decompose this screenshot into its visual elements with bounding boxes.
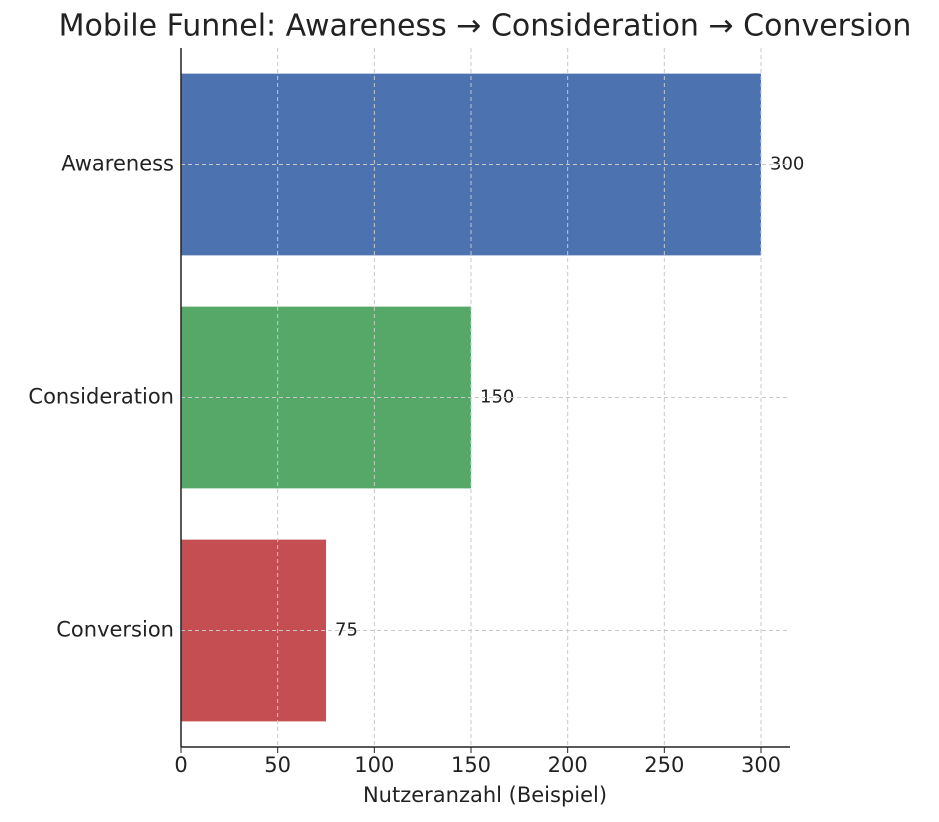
x-tick-label: 50 <box>264 753 291 777</box>
y-tick-label: Consideration <box>28 385 174 409</box>
x-tick-label: 200 <box>548 753 588 777</box>
x-tick-label: 0 <box>174 753 187 777</box>
x-axis-label: Nutzeranzahl (Beispiel) <box>363 783 607 807</box>
value-label: 75 <box>335 620 358 641</box>
x-tick-label: 300 <box>741 753 781 777</box>
y-tick-label: Awareness <box>61 152 174 176</box>
y-tick-label: Conversion <box>56 618 174 642</box>
chart-title: Mobile Funnel: Awareness → Consideration… <box>59 9 912 44</box>
x-tick-label: 100 <box>354 753 394 777</box>
value-label: 300 <box>770 154 804 175</box>
x-tick-label: 250 <box>644 753 684 777</box>
x-tick-label: 150 <box>451 753 491 777</box>
